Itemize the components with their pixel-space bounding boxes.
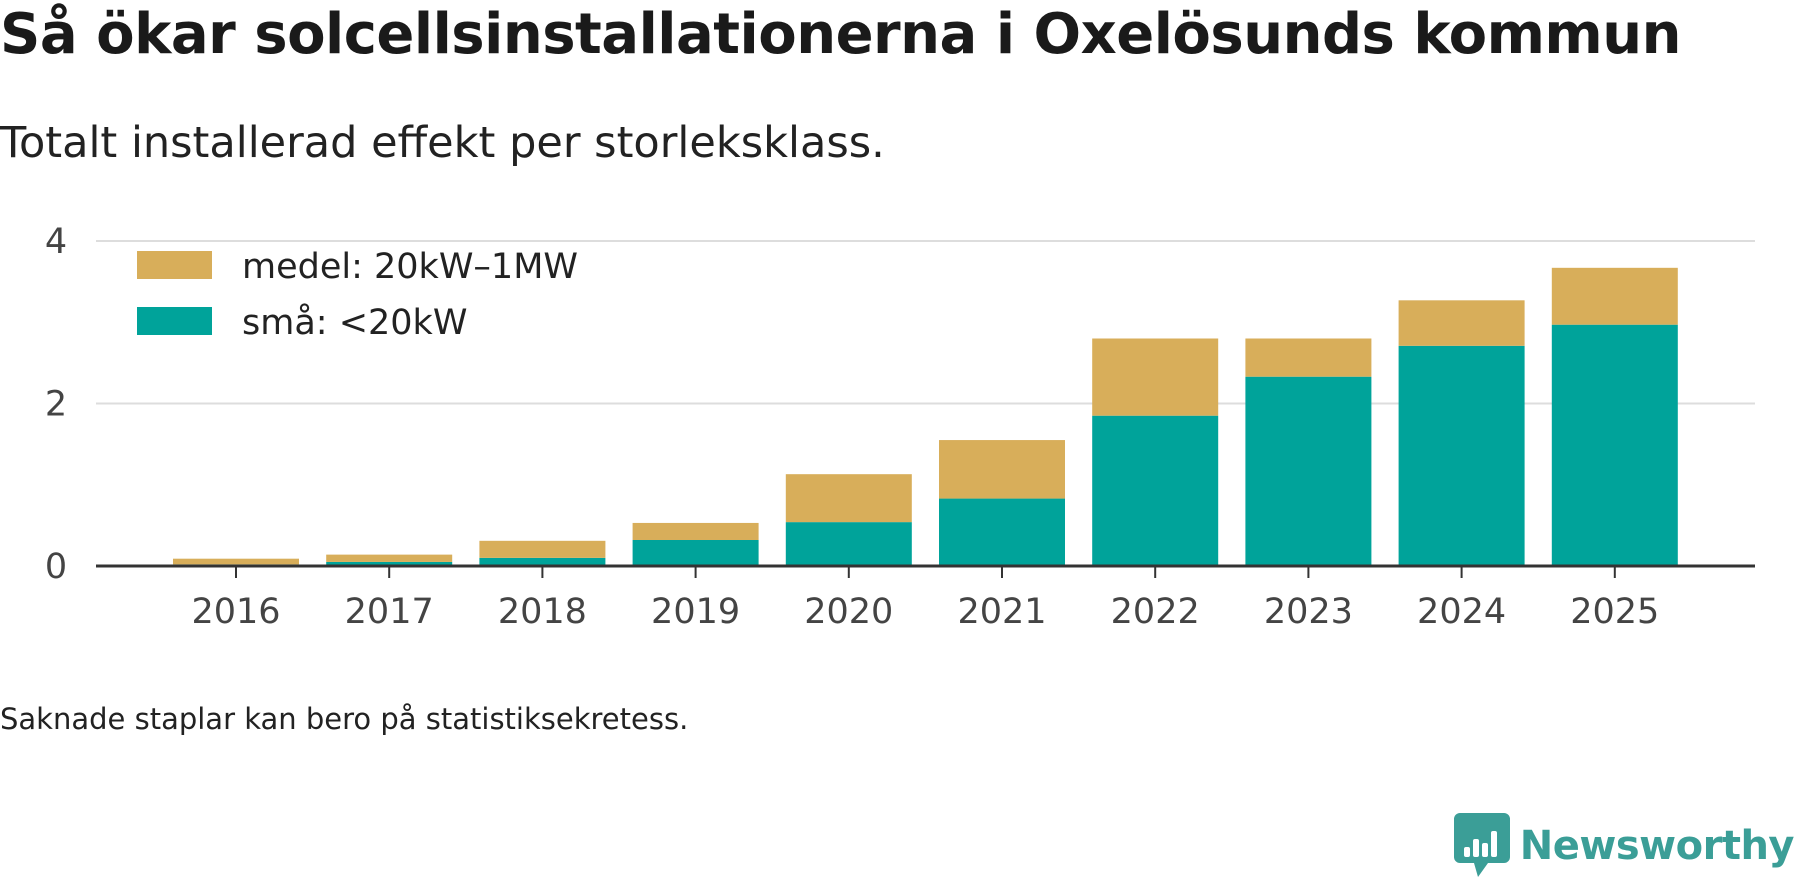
bar-small (1398, 345, 1525, 566)
bar-medium (1551, 267, 1678, 325)
y-tick-label: 2 (45, 385, 67, 425)
bar-medium (479, 540, 606, 558)
legend-swatch-medium (137, 251, 212, 279)
x-tick-label: 2023 (1264, 592, 1353, 630)
bar-small (939, 498, 1065, 566)
bar-small (1245, 376, 1372, 566)
bar-medium (326, 554, 453, 562)
bar-small (326, 561, 453, 566)
bar-small (1551, 324, 1678, 566)
bar-medium (939, 440, 1065, 499)
bar-medium (632, 522, 759, 540)
chart-title: Så ökar solcellsinstallationerna i Oxelö… (0, 2, 1682, 67)
brand-logo[interactable]: Newsworthy (1453, 813, 1795, 879)
chart-subtitle: Totalt installerad effekt per storlekskl… (0, 118, 885, 168)
x-tick-label: 2019 (651, 592, 740, 630)
x-tick-label: 2022 (1111, 592, 1200, 630)
brand-name: Newsworthy (1519, 823, 1795, 869)
newsworthy-logo-icon (1453, 813, 1510, 877)
bar-medium (1398, 300, 1525, 346)
bar-small (1092, 415, 1219, 566)
bar-medium (1092, 338, 1219, 416)
bar-medium (173, 558, 299, 565)
bar-small (479, 557, 606, 566)
x-tick-label: 2020 (804, 592, 893, 630)
legend-label-medium: medel: 20kW–1MW (242, 247, 578, 287)
legend-label-small: små: <20kW (242, 302, 467, 343)
y-tick-label: 4 (45, 222, 67, 262)
x-tick-label: 2024 (1417, 592, 1506, 630)
stacked-bar-chart: 0 2 4 2016 2017 2018 2019 2020 2021 2022 2023 2024 2… (45, 222, 1755, 630)
footnote: Saknade staplar kan bero på statistiksek… (0, 702, 689, 736)
legend-swatch-small (137, 307, 212, 335)
bar-medium (785, 474, 912, 523)
y-tick-label: 0 (45, 547, 67, 587)
bar-small (632, 540, 759, 566)
bar-medium (1245, 338, 1372, 377)
x-tick-label: 2016 (191, 592, 280, 630)
x-tick-label: 2017 (345, 592, 434, 630)
x-tick-label: 2025 (1570, 592, 1659, 630)
bar-small (785, 522, 912, 566)
x-tick-label: 2021 (957, 592, 1046, 630)
x-tick-label: 2018 (498, 592, 587, 630)
